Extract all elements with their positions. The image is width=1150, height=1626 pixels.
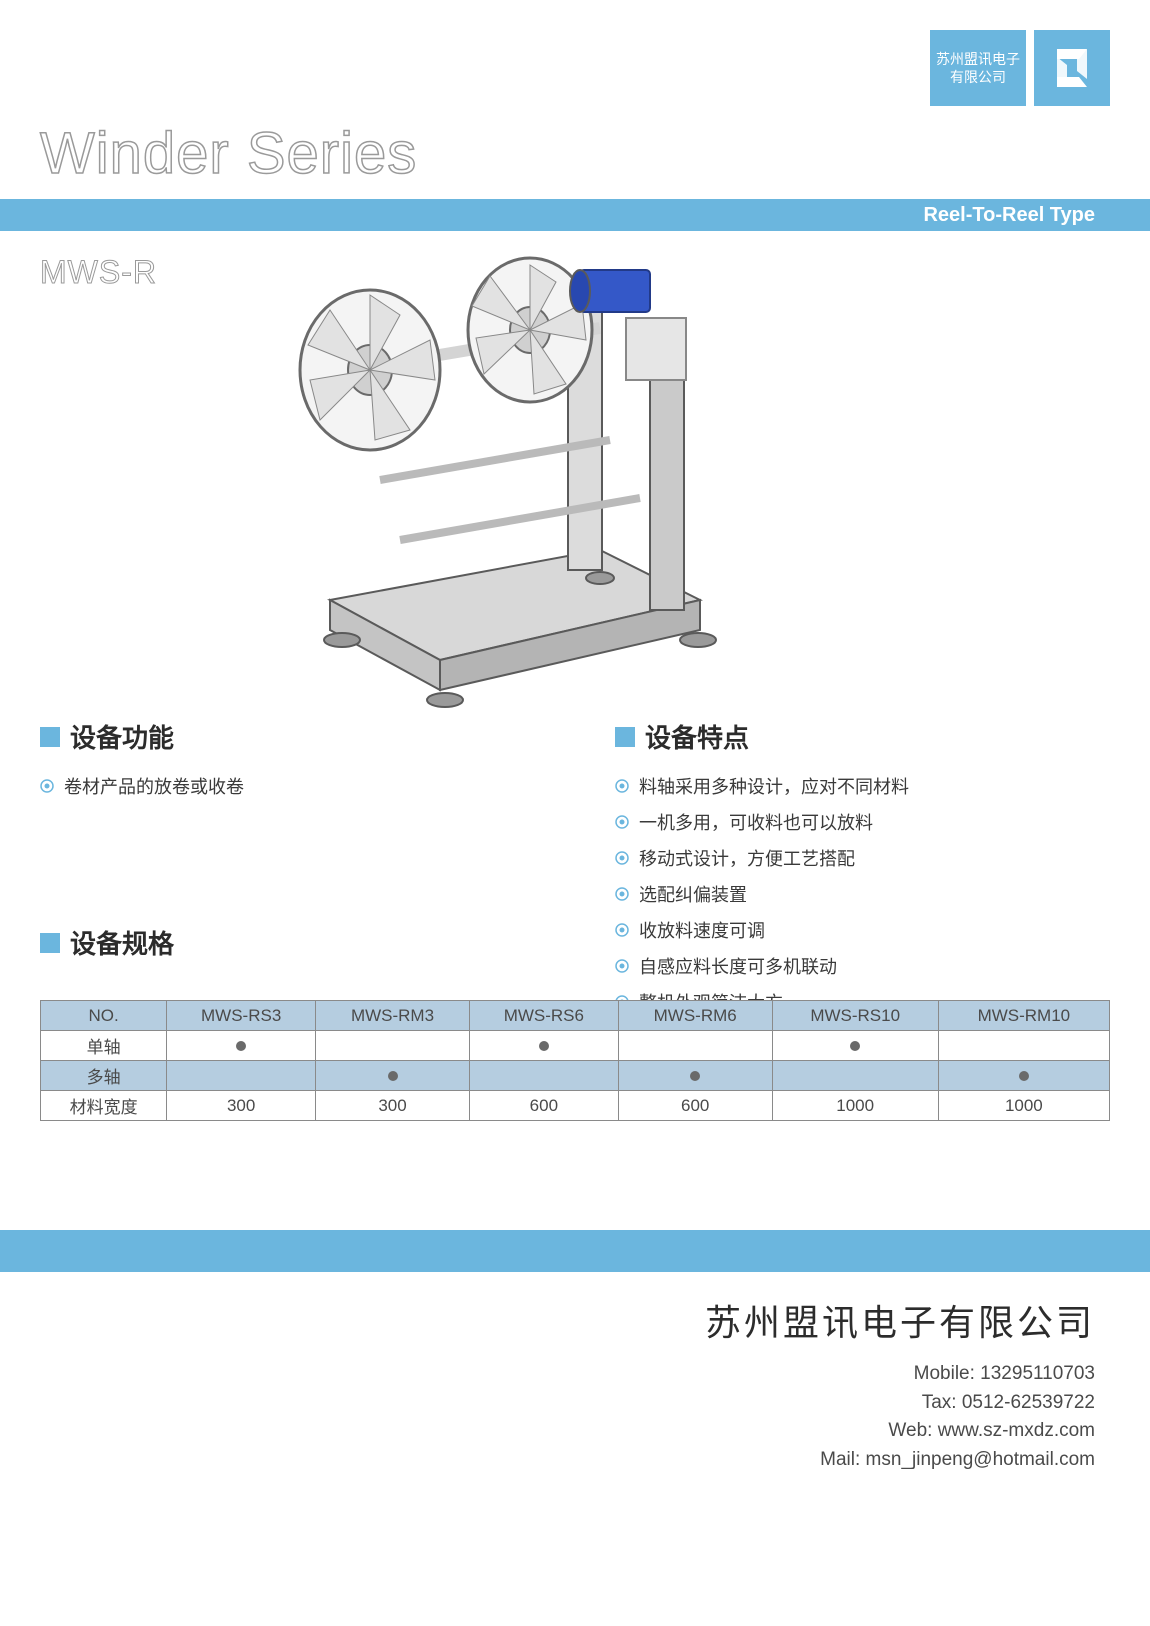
- list-item-text: 选配纠偏装置: [639, 881, 747, 907]
- footer-mail: Mail: msn_jinpeng@hotmail.com: [705, 1446, 1095, 1475]
- table-row-label: 单轴: [41, 1031, 167, 1061]
- footer-bar: [0, 1230, 1150, 1272]
- target-bullet-icon: [615, 959, 629, 973]
- company-badge-line2: 有限公司: [950, 68, 1006, 86]
- list-item: 移动式设计，方便工艺搭配: [615, 845, 1110, 871]
- functions-column: 设备功能 卷材产品的放卷或收卷: [40, 718, 535, 1025]
- dot-icon: [690, 1071, 700, 1081]
- list-item: 收放料速度可调: [615, 917, 1110, 943]
- list-item-text: 料轴采用多种设计，应对不同材料: [639, 773, 909, 799]
- functions-heading: 设备功能: [40, 718, 535, 755]
- dot-icon: [539, 1041, 549, 1051]
- table-cell: [938, 1061, 1109, 1091]
- machine-illustration: [280, 240, 740, 720]
- table-cell: [167, 1031, 316, 1061]
- list-item-text: 移动式设计，方便工艺搭配: [639, 845, 855, 871]
- header-badges: 苏州盟讯电子 有限公司: [930, 30, 1110, 106]
- content-columns: 设备功能 卷材产品的放卷或收卷 设备特点 料轴采用多种设计，应对不同材料一机多用…: [40, 718, 1110, 1025]
- target-bullet-icon: [615, 779, 629, 793]
- features-title: 设备特点: [645, 718, 749, 755]
- footer-company: 苏州盟讯电子有限公司: [705, 1294, 1095, 1346]
- table-cell: [316, 1031, 470, 1061]
- target-bullet-icon: [615, 923, 629, 937]
- features-list: 料轴采用多种设计，应对不同材料一机多用，可收料也可以放料移动式设计，方便工艺搭配…: [615, 773, 1110, 1015]
- table-cell: [469, 1061, 618, 1091]
- table-body: 单轴多轴材料宽度30030060060010001000: [41, 1031, 1110, 1121]
- table-header-cell: NO.: [41, 1001, 167, 1031]
- table-cell: 300: [167, 1091, 316, 1121]
- square-bullet-icon: [40, 933, 60, 953]
- target-bullet-icon: [615, 815, 629, 829]
- table-cell: 600: [618, 1091, 772, 1121]
- company-badge-line1: 苏州盟讯电子: [936, 50, 1020, 68]
- specs-table: NO.MWS-RS3MWS-RM3MWS-RS6MWS-RM6MWS-RS10M…: [40, 1000, 1110, 1121]
- target-bullet-icon: [615, 887, 629, 901]
- company-badge: 苏州盟讯电子 有限公司: [930, 30, 1026, 106]
- target-bullet-icon: [40, 779, 54, 793]
- table-header-row: NO.MWS-RS3MWS-RM3MWS-RS6MWS-RM6MWS-RS10M…: [41, 1001, 1110, 1031]
- logo-badge: [1034, 30, 1110, 106]
- dot-icon: [388, 1071, 398, 1081]
- logo-icon: [1049, 45, 1095, 91]
- table-header-cell: MWS-RS10: [772, 1001, 938, 1031]
- table-header-cell: MWS-RM3: [316, 1001, 470, 1031]
- table-cell: [938, 1031, 1109, 1061]
- footer-mobile: Mobile: 13295110703: [705, 1360, 1095, 1389]
- dot-icon: [236, 1041, 246, 1051]
- model-label: MWS-R: [40, 254, 157, 291]
- table-row-label: 材料宽度: [41, 1091, 167, 1121]
- table-header-cell: MWS-RM10: [938, 1001, 1109, 1031]
- page-title: Winder Series: [40, 120, 417, 187]
- list-item: 一机多用，可收料也可以放料: [615, 809, 1110, 835]
- table-cell: [316, 1061, 470, 1091]
- list-item-text: 收放料速度可调: [639, 917, 765, 943]
- table-cell: 1000: [772, 1091, 938, 1121]
- dot-icon: [1019, 1071, 1029, 1081]
- table-cell: 300: [316, 1091, 470, 1121]
- square-bullet-icon: [40, 727, 60, 747]
- table-header-cell: MWS-RS3: [167, 1001, 316, 1031]
- table-row: 单轴: [41, 1031, 1110, 1061]
- table-header-cell: MWS-RS6: [469, 1001, 618, 1031]
- subtitle-bar: Reel-To-Reel Type: [0, 199, 1150, 231]
- dot-icon: [850, 1041, 860, 1051]
- target-bullet-icon: [615, 851, 629, 865]
- list-item-text: 自感应料长度可多机联动: [639, 953, 837, 979]
- features-column: 设备特点 料轴采用多种设计，应对不同材料一机多用，可收料也可以放料移动式设计，方…: [615, 718, 1110, 1025]
- table-cell: [772, 1061, 938, 1091]
- footer-block: 苏州盟讯电子有限公司 Mobile: 13295110703 Tax: 0512…: [705, 1294, 1095, 1474]
- specs-title: 设备规格: [70, 924, 174, 961]
- list-item: 自感应料长度可多机联动: [615, 953, 1110, 979]
- table-header-cell: MWS-RM6: [618, 1001, 772, 1031]
- table-cell: [469, 1031, 618, 1061]
- footer-web: Web: www.sz-mxdz.com: [705, 1417, 1095, 1446]
- subtitle-text: Reel-To-Reel Type: [923, 204, 1095, 227]
- table-cell: [772, 1031, 938, 1061]
- square-bullet-icon: [615, 727, 635, 747]
- list-item-text: 卷材产品的放卷或收卷: [64, 773, 244, 799]
- specs-heading: 设备规格: [40, 924, 174, 961]
- list-item-text: 一机多用，可收料也可以放料: [639, 809, 873, 835]
- table-cell: [618, 1061, 772, 1091]
- functions-list: 卷材产品的放卷或收卷: [40, 773, 535, 799]
- table-cell: [167, 1061, 316, 1091]
- table-cell: 1000: [938, 1091, 1109, 1121]
- table-row-label: 多轴: [41, 1061, 167, 1091]
- list-item: 选配纠偏装置: [615, 881, 1110, 907]
- table-cell: [618, 1031, 772, 1061]
- table-row: 多轴: [41, 1061, 1110, 1091]
- functions-title: 设备功能: [70, 718, 174, 755]
- list-item: 卷材产品的放卷或收卷: [40, 773, 535, 799]
- footer-tax: Tax: 0512-62539722: [705, 1389, 1095, 1418]
- table-cell: 600: [469, 1091, 618, 1121]
- features-heading: 设备特点: [615, 718, 1110, 755]
- table-row: 材料宽度30030060060010001000: [41, 1091, 1110, 1121]
- list-item: 料轴采用多种设计，应对不同材料: [615, 773, 1110, 799]
